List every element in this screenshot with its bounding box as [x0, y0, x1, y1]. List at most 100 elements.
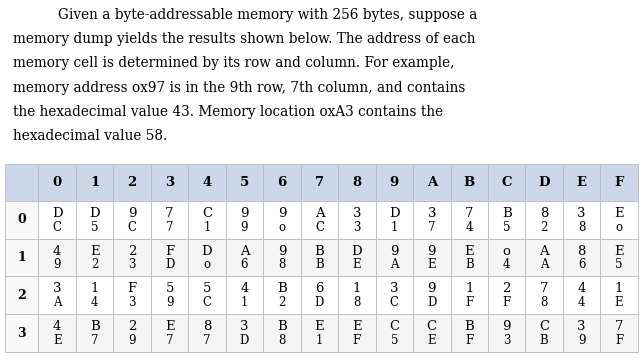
Bar	[38, 239, 76, 276]
Bar	[601, 239, 638, 276]
Bar	[413, 201, 451, 239]
Text: 1: 1	[241, 296, 248, 309]
Text: 3: 3	[503, 334, 510, 347]
Text: E: E	[614, 207, 624, 220]
Bar	[151, 201, 188, 239]
Text: D: D	[202, 244, 212, 257]
Bar	[488, 239, 526, 276]
Text: 8: 8	[203, 320, 212, 333]
Text: 9: 9	[428, 244, 436, 257]
Text: D: D	[389, 207, 399, 220]
Bar	[301, 165, 338, 201]
Bar	[263, 239, 301, 276]
Text: 3: 3	[128, 258, 136, 271]
Bar	[413, 314, 451, 352]
Text: 3: 3	[353, 221, 361, 234]
Text: 3: 3	[390, 282, 399, 295]
Text: 3: 3	[428, 207, 436, 220]
Text: 9: 9	[428, 282, 436, 295]
Text: D: D	[52, 207, 63, 220]
Bar	[188, 165, 226, 201]
Text: C: C	[501, 176, 512, 189]
Bar	[338, 239, 376, 276]
Bar	[376, 165, 413, 201]
Text: 3: 3	[240, 320, 249, 333]
Text: 7: 7	[166, 334, 173, 347]
Bar	[151, 165, 188, 201]
Text: memory address ox97 is in the 9th row, 7th column, and contains: memory address ox97 is in the 9th row, 7…	[13, 81, 465, 95]
Text: 2: 2	[17, 289, 26, 302]
Text: 9: 9	[166, 296, 173, 309]
Text: 6: 6	[241, 258, 248, 271]
Bar	[5, 239, 38, 276]
Text: 1: 1	[465, 282, 474, 295]
Bar	[113, 239, 151, 276]
Text: A: A	[240, 244, 249, 257]
Bar	[488, 165, 526, 201]
Text: F: F	[353, 334, 361, 347]
Bar	[5, 165, 38, 201]
Text: D: D	[538, 176, 550, 189]
Text: 0: 0	[17, 213, 26, 226]
Bar	[76, 239, 113, 276]
Bar	[413, 165, 451, 201]
Bar	[151, 276, 188, 314]
Text: o: o	[278, 221, 285, 234]
Text: C: C	[315, 221, 324, 234]
Text: 1: 1	[17, 251, 26, 264]
Bar	[113, 165, 151, 201]
Bar	[376, 239, 413, 276]
Bar	[263, 314, 301, 352]
Text: C: C	[389, 320, 399, 333]
Text: 8: 8	[353, 176, 362, 189]
Text: A: A	[390, 258, 399, 271]
Bar	[413, 239, 451, 276]
Text: 9: 9	[128, 334, 136, 347]
Bar	[376, 314, 413, 352]
Text: D: D	[89, 207, 100, 220]
Text: D: D	[351, 244, 362, 257]
Text: 3: 3	[165, 176, 174, 189]
Text: o: o	[503, 244, 511, 257]
Text: 2: 2	[278, 296, 286, 309]
Bar	[413, 276, 451, 314]
Text: E: E	[353, 258, 361, 271]
Bar	[226, 165, 263, 201]
Text: F: F	[465, 334, 473, 347]
Bar	[488, 314, 526, 352]
Bar	[263, 276, 301, 314]
Bar	[563, 201, 601, 239]
Bar	[338, 276, 376, 314]
Bar	[526, 276, 563, 314]
Bar	[188, 276, 226, 314]
Bar	[563, 165, 601, 201]
Bar	[151, 239, 188, 276]
Text: o: o	[615, 221, 622, 234]
Bar	[38, 314, 76, 352]
Text: 9: 9	[241, 221, 248, 234]
Text: 5: 5	[390, 334, 398, 347]
Text: 1: 1	[90, 282, 99, 295]
Text: 4: 4	[53, 320, 62, 333]
Bar	[226, 314, 263, 352]
Text: 5: 5	[240, 176, 249, 189]
Text: 2: 2	[128, 320, 137, 333]
Bar	[76, 165, 113, 201]
Text: 4: 4	[53, 244, 62, 257]
Text: 3: 3	[17, 327, 26, 339]
Text: A: A	[53, 296, 62, 309]
Text: F: F	[465, 296, 473, 309]
Text: 8: 8	[578, 221, 585, 234]
Text: 6: 6	[278, 176, 287, 189]
Text: 9: 9	[578, 334, 585, 347]
Text: E: E	[614, 244, 624, 257]
Bar	[76, 276, 113, 314]
Bar	[376, 201, 413, 239]
Bar	[563, 276, 601, 314]
Text: 5: 5	[203, 282, 212, 295]
Bar	[301, 239, 338, 276]
Text: E: E	[90, 244, 99, 257]
Text: F: F	[615, 334, 623, 347]
Bar	[5, 314, 38, 352]
Bar	[451, 201, 488, 239]
